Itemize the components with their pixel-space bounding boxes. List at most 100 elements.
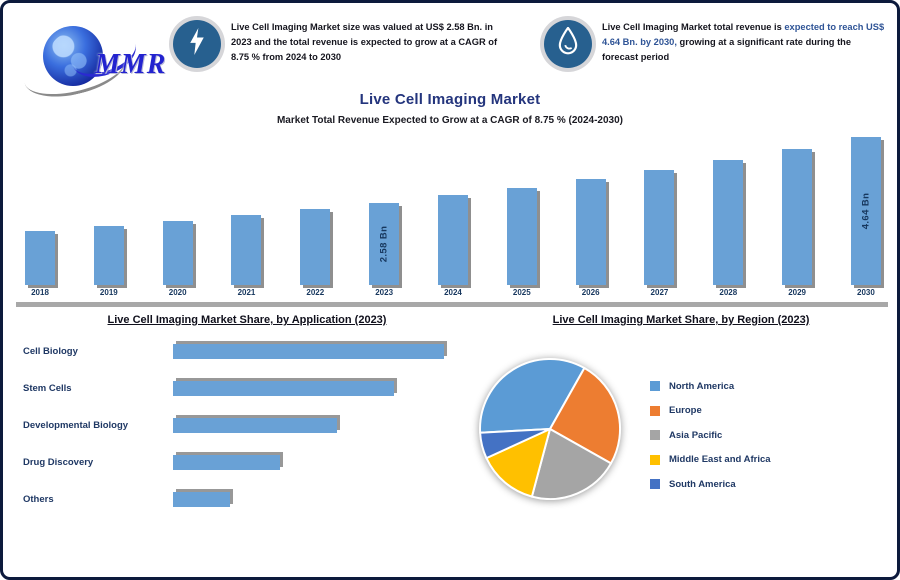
x-axis-tick-label: 2030 [857,288,875,297]
application-label: Drug Discovery [23,456,94,468]
legend-label: Asia Pacific [669,429,723,441]
application-row: Cell Biology [23,339,471,363]
revenue-bar-2027 [644,170,675,285]
legend-swatch [650,454,660,465]
legend-label: Middle East and Africa [669,454,771,466]
mmr-logo: MMR [18,13,169,106]
revenue-bar-2019 [93,226,124,285]
x-axis-tick-label: 2018 [31,288,49,297]
revenue-bar-2029 [782,149,813,285]
page-title: Live Cell Imaging Market [359,91,541,108]
revenue-bar-2021 [231,215,262,285]
pie-slice-north-america [479,357,586,434]
application-row: Stem Cells [23,376,471,400]
application-row: Drug Discovery [23,450,471,474]
x-axis-tick-label: 2026 [581,288,600,297]
application-row: Others [23,487,471,511]
application-row: Developmental Biology [23,413,471,437]
pie-slice-south-america [479,428,551,460]
revenue-bar-2018 [25,231,55,285]
legend-label: North America [669,380,735,392]
bar-column: 2024 [437,130,468,300]
legend-item: Asia Pacific [650,423,771,448]
revenue-bar-2024 [437,195,468,285]
bar-column: 2025 [506,130,537,300]
region-share-section: Live Cell Imaging Market Share, by Regio… [473,314,889,566]
legend-swatch [650,479,660,490]
application-bar-chart: Cell Biology Stem Cells Developmental Biol… [23,339,471,511]
application-bar [173,491,230,507]
legend-swatch [650,430,660,441]
bar-value-label: 4.64 Bn [860,192,872,230]
bar-column: 4.64 Bn 2030 [850,130,881,300]
stat-badge-valuation [173,20,221,68]
bar-column: 2029 [782,130,813,300]
region-pie-chart [471,350,629,508]
application-share-section: Live Cell Imaging Market Share, by Appli… [23,314,471,524]
application-bar [173,380,394,396]
application-section-title: Live Cell Imaging Market Share, by Appli… [107,314,387,326]
x-axis-tick-label: 2019 [99,288,118,297]
forecast-text-highlight: expected to reach US$ 4.64 Bn. by 2030, [602,22,885,47]
region-section-title: Live Cell Imaging Market Share, by Regio… [552,314,810,326]
pie-slice-europe [549,367,622,465]
revenue-bar-2030: 4.64 Bn [850,137,881,285]
bar-column: 2026 [575,130,606,300]
lightning-bolt-icon [188,28,206,60]
stat-badge-forecast [544,20,592,68]
x-axis-tick-label: 2023 [375,288,394,297]
valuation-text: Live Cell Imaging Market size was valued… [231,22,498,62]
x-axis-tick-label: 2024 [444,288,462,297]
legend-swatch [650,381,660,392]
x-axis-line [16,302,888,307]
forecast-text-suffix: growing at a significant rate during the… [602,36,852,62]
application-bar [173,417,337,433]
page-subtitle: Market Total Revenue Expected to Grow at… [276,115,624,126]
application-bar [173,343,444,359]
revenue-bar-chart: 2018 2019 2020 2021 2022 2.58 Bn 2023 2024 2025 2… [25,130,881,300]
globe-icon [43,26,103,86]
forecast-text: Live Cell Imaging Market total revenue i… [602,20,889,65]
droplet-icon [557,26,579,61]
x-axis-tick-label: 2020 [168,288,187,297]
forecast-text-prefix: Live Cell Imaging Market total revenue i… [602,22,785,32]
application-label: Others [23,493,54,505]
x-axis-tick-label: 2027 [650,288,669,297]
region-legend: North America Europe Asia Pacific Middle Ea… [650,374,771,497]
x-axis-tick-label: 2028 [719,288,738,297]
application-bar [173,454,280,470]
legend-item: North America [650,374,771,399]
bar-column: 2.58 Bn 2023 [369,130,400,300]
legend-label: South America [669,478,736,490]
legend-item: Middle East and Africa [650,448,771,473]
bar-column: 2020 [162,130,193,300]
bar-column: 2022 [300,130,331,300]
legend-item: Europe [650,399,771,424]
legend-item: South America [650,472,771,497]
x-axis-tick-label: 2025 [512,288,531,297]
bar-column: 2027 [644,130,675,300]
revenue-bar-2022 [300,209,331,285]
legend-swatch [650,405,660,416]
pie-slice-asia-pacific [530,428,612,500]
bar-column: 2028 [713,130,744,300]
revenue-bar-2028 [713,160,744,285]
application-label: Stem Cells [23,382,72,394]
logo-text: MMR [95,49,167,80]
x-axis-tick-label: 2022 [306,288,325,297]
revenue-bar-2025 [506,188,537,285]
pie-slice-middle-east-and-africa [485,428,551,498]
bar-column: 2018 [25,130,55,300]
legend-label: Europe [669,405,702,417]
revenue-bar-2026 [575,179,606,285]
x-axis-tick-label: 2029 [788,288,806,297]
x-axis-tick-label: 2021 [237,288,256,297]
revenue-bar-2023: 2.58 Bn [369,203,400,285]
bar-column: 2021 [231,130,262,300]
application-label: Developmental Biology [23,419,129,431]
application-label: Cell Biology [23,345,78,357]
bar-column: 2019 [93,130,124,300]
bar-value-label: 2.58 Bn [378,225,390,263]
revenue-bar-2020 [162,221,193,285]
